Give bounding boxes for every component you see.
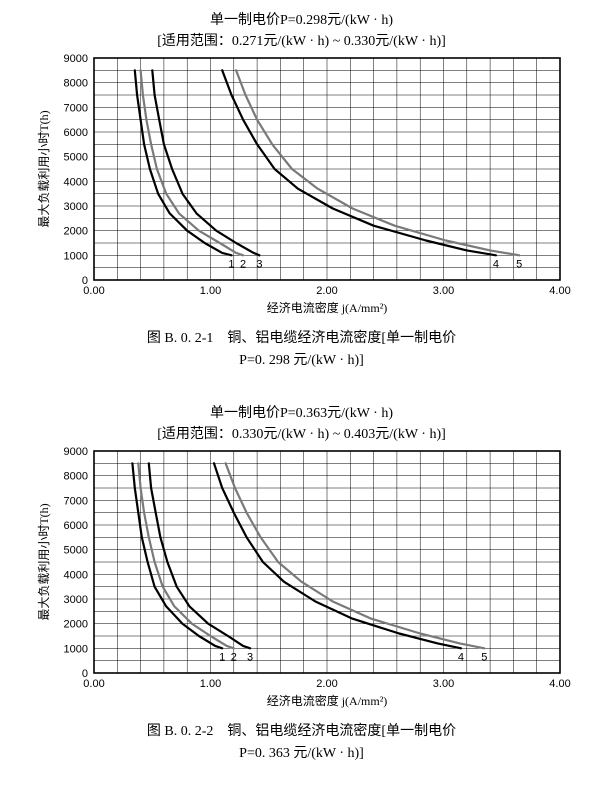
- curve-label-3: 3: [256, 258, 262, 270]
- xtick-label: 1.00: [199, 678, 220, 690]
- chart-title: 单一制电价P=0.363元/(kW · h)[适用范围：0.330元/(kW ·…: [20, 403, 583, 445]
- curve-label-4: 4: [457, 651, 463, 663]
- y-axis-label: 最大负载利用小时T(h): [37, 110, 51, 227]
- ytick-label: 6000: [63, 520, 87, 532]
- ytick-label: 3000: [63, 201, 87, 213]
- x-axis-label: 经济电流密度 j(A/mm²): [266, 300, 387, 315]
- xtick-label: 4.00: [549, 678, 570, 690]
- curve-label-5: 5: [516, 258, 522, 270]
- chart-caption-line1: 图 B. 0. 2-2 铜、铝电缆经济电流密度[单一制电价: [20, 721, 583, 743]
- chart-svg-wrap: 123450.001.002.003.004.00010002000300040…: [20, 52, 583, 322]
- ytick-label: 3000: [63, 594, 87, 606]
- curve-label-1: 1: [219, 651, 225, 663]
- curve-label-2: 2: [240, 258, 246, 270]
- ytick-label: 8000: [63, 78, 87, 90]
- ytick-label: 9000: [63, 53, 87, 65]
- ytick-label: 4000: [63, 176, 87, 188]
- x-axis-label: 经济电流密度 j(A/mm²): [266, 693, 387, 708]
- chart-title-line2: [适用范围：0.271元/(kW · h) ~ 0.330元/(kW · h)]: [20, 31, 583, 52]
- xtick-label: 2.00: [316, 285, 337, 297]
- chart-caption-line1: 图 B. 0. 2-1 铜、铝电缆经济电流密度[单一制电价: [20, 328, 583, 350]
- chart-title-line1: 单一制电价P=0.298元/(kW · h): [20, 10, 583, 31]
- chart-block-c1: 单一制电价P=0.298元/(kW · h)[适用范围：0.271元/(kW ·…: [20, 10, 583, 373]
- ytick-label: 0: [81, 275, 87, 287]
- curve-label-5: 5: [481, 651, 487, 663]
- curve-label-1: 1: [228, 258, 234, 270]
- ytick-label: 2000: [63, 618, 87, 630]
- ytick-label: 7000: [63, 102, 87, 114]
- page-root: 单一制电价P=0.298元/(kW · h)[适用范围：0.271元/(kW ·…: [20, 10, 583, 766]
- ytick-label: 9000: [63, 446, 87, 458]
- xtick-label: 1.00: [199, 285, 220, 297]
- curve-label-3: 3: [247, 651, 253, 663]
- ytick-label: 7000: [63, 495, 87, 507]
- ytick-label: 6000: [63, 127, 87, 139]
- ytick-label: 0: [81, 668, 87, 680]
- ytick-label: 1000: [63, 250, 87, 262]
- ytick-label: 4000: [63, 569, 87, 581]
- chart-caption: 图 B. 0. 2-1 铜、铝电缆经济电流密度[单一制电价P=0. 298 元/…: [20, 328, 583, 373]
- ytick-label: 2000: [63, 226, 87, 238]
- chart-title-line1: 单一制电价P=0.363元/(kW · h): [20, 403, 583, 424]
- chart-block-c2: 单一制电价P=0.363元/(kW · h)[适用范围：0.330元/(kW ·…: [20, 403, 583, 766]
- xtick-label: 2.00: [316, 678, 337, 690]
- ytick-label: 1000: [63, 643, 87, 655]
- chart-caption: 图 B. 0. 2-2 铜、铝电缆经济电流密度[单一制电价P=0. 363 元/…: [20, 721, 583, 766]
- y-axis-label: 最大负载利用小时T(h): [37, 503, 51, 620]
- chart-caption-line2: P=0. 298 元/(kW · h)]: [20, 350, 583, 372]
- chart-svg-wrap: 123450.001.002.003.004.00010002000300040…: [20, 445, 583, 715]
- chart-title: 单一制电价P=0.298元/(kW · h)[适用范围：0.271元/(kW ·…: [20, 10, 583, 52]
- curve-label-2: 2: [230, 651, 236, 663]
- chart-title-line2: [适用范围：0.330元/(kW · h) ~ 0.403元/(kW · h)]: [20, 424, 583, 445]
- curve-label-4: 4: [492, 258, 498, 270]
- xtick-label: 4.00: [549, 285, 570, 297]
- xtick-label: 3.00: [432, 678, 453, 690]
- chart-caption-line2: P=0. 363 元/(kW · h)]: [20, 743, 583, 765]
- ytick-label: 5000: [63, 544, 87, 556]
- ytick-label: 5000: [63, 152, 87, 164]
- xtick-label: 3.00: [432, 285, 453, 297]
- ytick-label: 8000: [63, 470, 87, 482]
